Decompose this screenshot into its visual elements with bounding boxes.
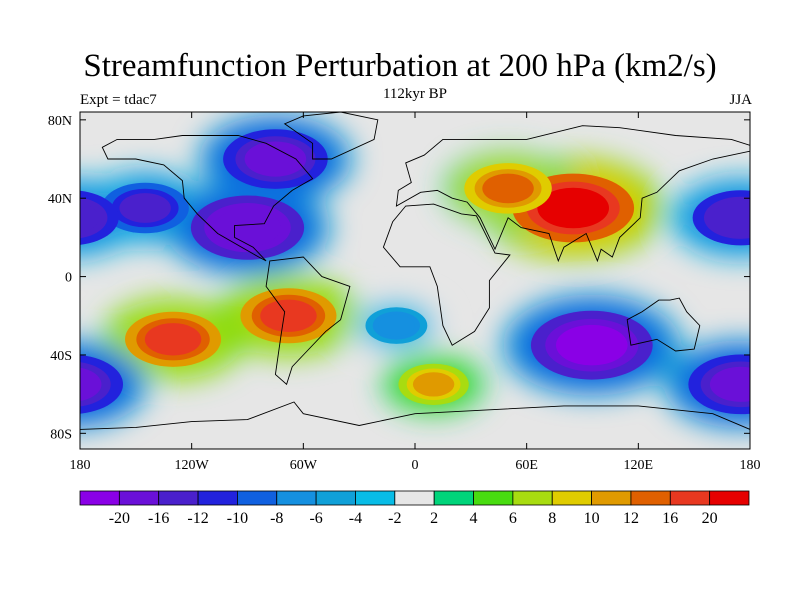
anomaly-contour [555,324,628,366]
colorbar-swatch [591,490,632,506]
anomaly-contour [482,173,534,204]
colorbar-swatch [669,490,711,506]
coastline-africa [382,203,511,346]
coastlines [80,112,750,430]
anomaly-contour [378,314,415,337]
colorbar-swatch [709,490,750,506]
colorbar-swatch [118,490,160,506]
colorbar-swatch [276,490,317,506]
x-tick-label: 0 [412,458,419,473]
x-tick-label: 180 [740,458,761,473]
colorbar-swatch [79,490,120,506]
anomaly-contour [709,366,750,402]
y-tick-label: 80S [50,427,72,442]
colorbar-label: -4 [349,510,362,527]
colorbar: -20 -16 -12 -10 -8 -6 -4 -2 2 4 6 8 10 12 16 20 [79,490,750,527]
colorbar-swatch [473,490,514,506]
map-field [80,112,750,449]
coastline-eurasia [395,125,750,263]
anomaly-contour-wrap [80,202,99,234]
anomaly-contour [119,193,171,223]
colorbar-label: -20 [109,510,130,527]
colorbar-label: 12 [623,510,639,527]
anomaly-contour [144,323,202,356]
colorbar-swatch [512,490,553,506]
axes: 180 120W 60W 0 60E 120E 180 80N 40N 0 40S 80S [48,112,761,473]
x-tick-label: 60W [290,458,318,473]
colorbar-label: -10 [227,510,248,527]
anomaly-contour [412,372,455,397]
colorbar-label: 20 [702,510,718,527]
colorbar-label: -16 [148,510,169,527]
colorbar-label: 2 [430,510,438,527]
colorbar-swatch [237,490,278,506]
colorbar-swatch [394,490,435,506]
anomaly-contour [537,187,610,229]
x-tick-label: 120E [624,458,654,473]
y-tick-label: 0 [65,271,72,286]
y-tick-label: 40S [50,349,72,364]
chart-title: Streamfunction Perturbation at 200 hPa (… [83,48,717,84]
colorbar-swatch [630,490,671,506]
colorbar-label: -12 [187,510,208,527]
colorbar-label: 10 [584,510,600,527]
colorbar-label: 4 [470,510,478,527]
x-tick-label: 180 [70,458,91,473]
coastline-antarctica [80,401,750,430]
colorbar-swatch [551,490,592,506]
colorbar-label: -6 [309,510,322,527]
anomaly-contour-wrap [80,367,102,402]
experiment-label: Expt = tdac7 [80,92,157,108]
y-tick-label: 80N [48,114,72,129]
colorbar-label: -8 [270,510,283,527]
x-tick-label: 60E [515,458,538,473]
colorbar-swatch [315,490,356,506]
coastline-australia [626,297,701,352]
anomaly-contour [244,141,307,177]
x-tick-label: 120W [175,458,210,473]
coastline-greenland [283,112,379,160]
anomaly-contour [712,201,750,234]
coastline-south-america [265,256,351,386]
colorbar-label: 6 [509,510,517,527]
colorbar-swatch [158,490,199,506]
colorbar-label: 16 [662,510,678,527]
colorbar-swatch [355,490,396,506]
chart-subtitle: 112kyr BP [382,86,448,102]
anomaly-contour [260,299,317,332]
season-label: JJA [729,92,752,108]
coastline-north-america [101,135,314,262]
y-tick-label: 40N [48,192,72,207]
colorbar-swatch [433,490,474,506]
colorbar-swatch [197,490,238,506]
anomaly-contour [214,208,281,247]
colorbar-label: 8 [548,510,556,527]
colorbar-label: -2 [388,510,401,527]
